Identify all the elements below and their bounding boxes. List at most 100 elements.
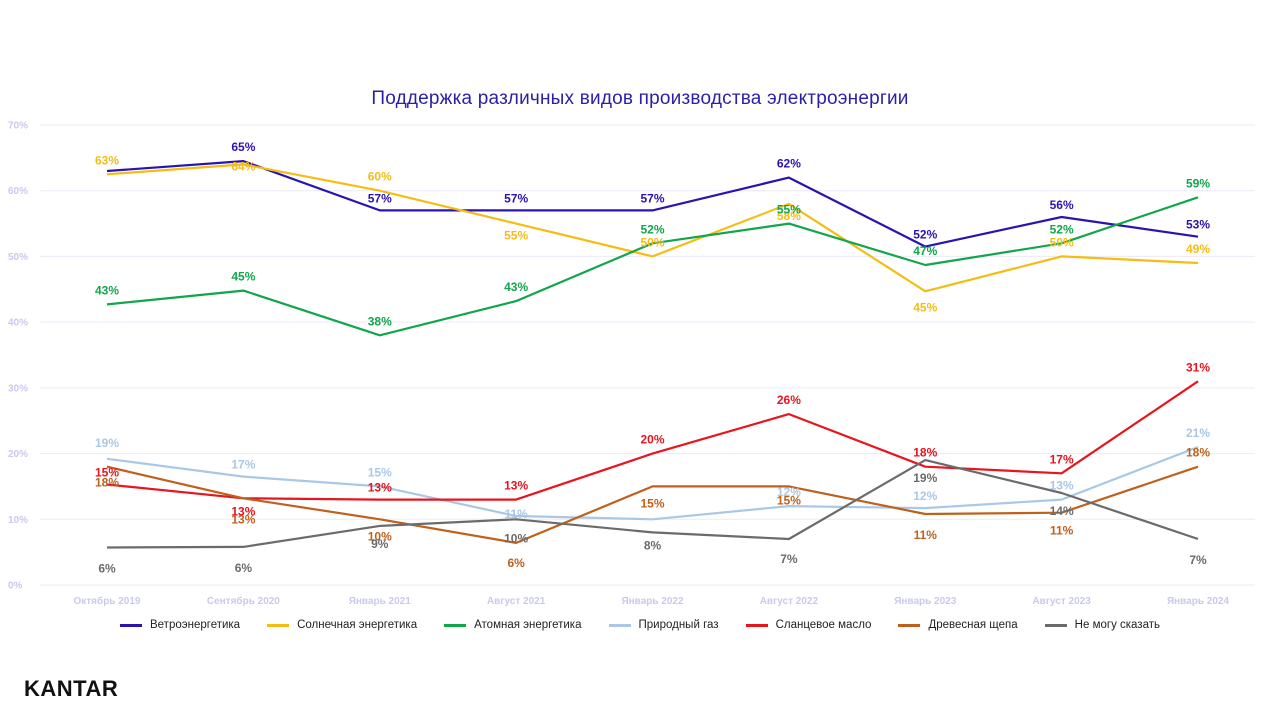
chart-title: Поддержка различных видов производства э… — [371, 88, 909, 109]
data-label: 13% — [231, 512, 255, 526]
series-line-7 — [106, 459, 1199, 549]
data-label: 6% — [507, 556, 525, 570]
data-label: 11% — [914, 528, 938, 542]
legend: Ветроэнергетика Солнечная энергетика Атомн… — [0, 619, 1280, 631]
data-label: 7% — [1189, 553, 1207, 567]
kantar-logo: KANTAR — [24, 676, 119, 701]
data-label: 18% — [95, 476, 119, 490]
y-tick-label: 50% — [8, 252, 28, 263]
legend-label: Солнечная энергетика — [297, 619, 418, 631]
data-label: 8% — [644, 538, 662, 552]
data-label: 55% — [777, 203, 801, 217]
x-tick-label: Январь 2024 — [1167, 596, 1230, 607]
legend-swatch — [120, 623, 142, 627]
data-label: 17% — [231, 458, 255, 472]
legend-item: Сланцевое масло — [745, 619, 872, 631]
data-label: 13% — [504, 479, 528, 493]
data-label: 18% — [913, 446, 937, 460]
legend-label: Сланцевое масло — [775, 619, 872, 631]
data-label: 59% — [1186, 176, 1210, 190]
y-tick-label: 60% — [8, 186, 28, 197]
data-label: 58% — [777, 209, 801, 223]
series-line-2 — [106, 163, 1199, 293]
data-label: 45% — [913, 300, 937, 314]
legend-item: Не могу сказать — [1044, 619, 1160, 631]
series-line-3 — [106, 196, 1199, 337]
data-label: 14% — [1050, 504, 1074, 518]
y-tick-label: 20% — [8, 449, 28, 460]
data-label: 52% — [913, 228, 937, 242]
series-line-4 — [106, 445, 1199, 521]
data-label: 12% — [913, 489, 937, 503]
data-label: 47% — [913, 244, 937, 258]
data-label: 20% — [640, 433, 664, 447]
data-label: 65% — [231, 140, 255, 154]
data-label: 57% — [368, 191, 392, 205]
data-label: 15% — [95, 465, 119, 479]
data-label: 63% — [95, 153, 119, 167]
data-label: 31% — [1186, 360, 1210, 374]
legend-label: Не могу сказать — [1074, 619, 1160, 631]
data-label: 60% — [368, 170, 392, 184]
data-label: 52% — [1050, 222, 1074, 236]
y-tick-label: 10% — [8, 515, 28, 526]
data-label: 55% — [504, 229, 528, 243]
x-tick-label: Август 2022 — [760, 596, 819, 607]
data-label: 57% — [504, 191, 528, 205]
data-label: 43% — [95, 283, 119, 297]
data-label: 49% — [1186, 242, 1210, 256]
data-label: 10% — [504, 531, 528, 545]
data-label: 13% — [368, 481, 392, 495]
legend-label: Природный газ — [638, 619, 719, 631]
x-tick-label: Январь 2023 — [894, 596, 957, 607]
y-tick-label: 30% — [8, 383, 28, 394]
data-label: 38% — [368, 314, 392, 328]
legend-swatch — [267, 623, 290, 627]
legend-label: Атомная энергетика — [474, 619, 582, 631]
legend-label: Древесная щепа — [928, 619, 1018, 631]
data-label: 43% — [504, 280, 528, 294]
legend-swatch — [745, 623, 768, 627]
legend-swatch — [444, 623, 467, 627]
x-tick-label: Август 2021 — [487, 596, 546, 607]
data-label: 19% — [913, 471, 937, 485]
legend-item: Солнечная энергетика — [267, 619, 417, 631]
data-label: 11% — [1050, 524, 1074, 538]
data-label: 15% — [777, 493, 801, 507]
data-label: 50% — [640, 235, 664, 249]
x-tick-label: Сентябрь 2020 — [207, 595, 280, 607]
y-tick-label: 70% — [8, 121, 28, 132]
data-label: 13% — [231, 504, 255, 518]
y-tick-label: 0% — [8, 581, 23, 592]
data-label: 6% — [235, 561, 253, 575]
x-tick-label: Январь 2022 — [621, 596, 684, 607]
data-label: 6% — [98, 562, 116, 576]
data-label: 7% — [780, 552, 798, 566]
series-line-1 — [106, 160, 1199, 248]
x-tick-label: Январь 2021 — [349, 596, 412, 607]
data-label: 56% — [1050, 198, 1074, 212]
data-label: 52% — [640, 222, 664, 236]
legend-item: Природный газ — [608, 619, 719, 631]
series-line-5 — [106, 380, 1199, 501]
x-tick-label: Август 2023 — [1032, 596, 1091, 607]
data-label: 13% — [1050, 479, 1074, 493]
data-label: 62% — [777, 157, 801, 171]
data-label: 19% — [95, 436, 119, 450]
data-label: 18% — [1186, 446, 1210, 460]
legend-swatch — [608, 623, 631, 627]
data-label: 50% — [1050, 235, 1074, 249]
data-label: 26% — [777, 393, 801, 407]
legend-swatch — [1044, 623, 1067, 627]
series-line-6 — [106, 465, 1199, 545]
legend-label: Ветроэнергетика — [150, 619, 241, 631]
x-tick-label: Октябрь 2019 — [74, 595, 141, 607]
data-label: 15% — [368, 465, 392, 479]
data-label: 11% — [504, 507, 528, 521]
y-tick-label: 40% — [8, 318, 28, 329]
data-label: 15% — [640, 496, 664, 510]
legend-swatch — [898, 623, 921, 627]
data-label: 57% — [640, 191, 664, 205]
data-label: 12% — [777, 485, 801, 499]
